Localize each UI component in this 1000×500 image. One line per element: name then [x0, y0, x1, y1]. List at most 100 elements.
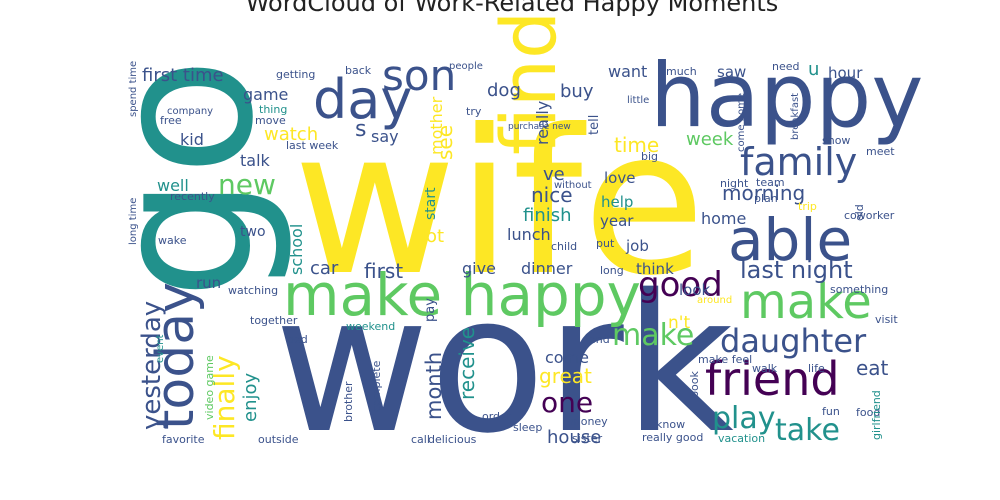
word-son: son: [382, 51, 456, 100]
word-put: put: [596, 237, 615, 250]
word-buy: buy: [560, 81, 594, 102]
word-last-night: last night: [740, 256, 853, 284]
word-sister: sister: [572, 432, 603, 445]
word-need: need: [772, 60, 800, 73]
word-without: without: [554, 180, 592, 191]
word-visit: visit: [875, 313, 898, 326]
word-new: new: [218, 168, 276, 201]
word-meet: meet: [866, 145, 895, 158]
word-play: play: [712, 401, 776, 436]
word-game: game: [243, 85, 288, 104]
word-tell: tell: [587, 115, 602, 135]
word-video-game: video game: [203, 355, 216, 420]
word-together: together: [250, 314, 298, 327]
word-want: want: [608, 62, 647, 81]
word-watching: watching: [228, 284, 278, 297]
word-thing: thing: [259, 103, 287, 116]
word-getting: getting: [276, 68, 315, 81]
word-month: month: [422, 352, 446, 420]
word-u: u: [808, 59, 819, 80]
word-big: big: [641, 150, 658, 163]
word-vacation: vacation: [718, 432, 765, 445]
word-day: day: [313, 68, 412, 131]
word-favorite: favorite: [162, 433, 205, 446]
word-free: free: [160, 114, 182, 127]
word-much: much: [666, 65, 697, 78]
word-night: night: [720, 177, 749, 190]
word-home: home: [701, 209, 746, 228]
word-book: book: [688, 371, 701, 398]
word-house: house: [547, 427, 601, 448]
word-work: work: [274, 254, 734, 475]
word-make: make: [612, 318, 694, 353]
word-money: money: [570, 415, 608, 428]
word-long-time: long time: [128, 198, 139, 245]
word-move: move: [255, 114, 286, 127]
word-bed: bed: [287, 333, 308, 346]
word-lot: lot: [421, 226, 444, 247]
word-eat: eat: [856, 356, 889, 380]
word-team: team: [756, 176, 785, 189]
word-finally: finally: [208, 355, 241, 440]
word-plan: plan: [754, 192, 778, 205]
word-recently: recently: [170, 190, 215, 203]
word-food: food: [856, 406, 880, 419]
word-pay: pay: [423, 298, 438, 322]
word-child: child: [551, 240, 577, 253]
word-complete: complete: [370, 360, 383, 412]
word-saw: saw: [717, 63, 746, 81]
word-watch: watch: [264, 124, 318, 145]
word-family: family: [740, 140, 857, 184]
word-girlfriend: girlfriend: [870, 390, 883, 440]
word-something: something: [830, 283, 888, 296]
chart-title: WordCloud of Work-Related Happy Moments: [246, 0, 779, 17]
word-kid: kid: [180, 130, 204, 149]
word-really-good: really good: [642, 431, 703, 444]
word-brother: brother: [342, 381, 355, 422]
word-say: say: [371, 127, 399, 146]
word-breakfast: breakfast: [790, 93, 801, 140]
word-walk: walk: [752, 362, 778, 375]
word-know: know: [656, 418, 685, 431]
word-start: start: [423, 187, 439, 220]
word-outside: outside: [258, 433, 299, 446]
word-finish: finish: [523, 205, 572, 226]
word-n-t: n't: [668, 313, 690, 333]
word-well: well: [157, 176, 189, 195]
word-company: company: [167, 106, 213, 117]
word-people: people: [449, 61, 483, 72]
word-go: go: [69, 57, 296, 300]
word-dog: dog: [487, 80, 521, 101]
word-job: job: [625, 237, 649, 255]
word-wife: wife: [293, 87, 706, 320]
word-nice: nice: [531, 183, 573, 207]
word-see: see: [433, 125, 457, 160]
word-run: run: [196, 274, 221, 292]
word-wake: wake: [158, 234, 187, 247]
word-long: long: [600, 264, 624, 277]
word-really: really: [533, 101, 552, 145]
word-talk: talk: [240, 151, 271, 170]
word-ve: ve: [543, 164, 565, 185]
word-able: able: [728, 206, 852, 274]
word-love: love: [604, 169, 635, 187]
word-two: two: [240, 224, 266, 240]
word-today: today: [146, 282, 206, 430]
word-help: help: [601, 193, 633, 211]
word-look: look: [679, 281, 711, 299]
word-give: give: [462, 259, 496, 278]
word-old: old: [853, 204, 866, 221]
word-event: event: [155, 334, 166, 363]
word-show: show: [822, 134, 850, 147]
word-dinner: dinner: [521, 259, 573, 278]
word-make: make: [740, 274, 872, 330]
word-weekend: weekend: [346, 320, 395, 333]
word-hour: hour: [828, 64, 863, 82]
word-week: week: [686, 129, 734, 150]
word-call: call: [411, 433, 430, 446]
word-trip: trip: [798, 200, 817, 213]
word-happy: happy: [650, 44, 924, 147]
word-life: life: [808, 362, 825, 375]
